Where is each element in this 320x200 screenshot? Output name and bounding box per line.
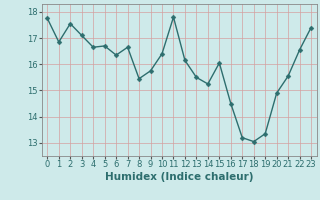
X-axis label: Humidex (Indice chaleur): Humidex (Indice chaleur) xyxy=(105,172,253,182)
